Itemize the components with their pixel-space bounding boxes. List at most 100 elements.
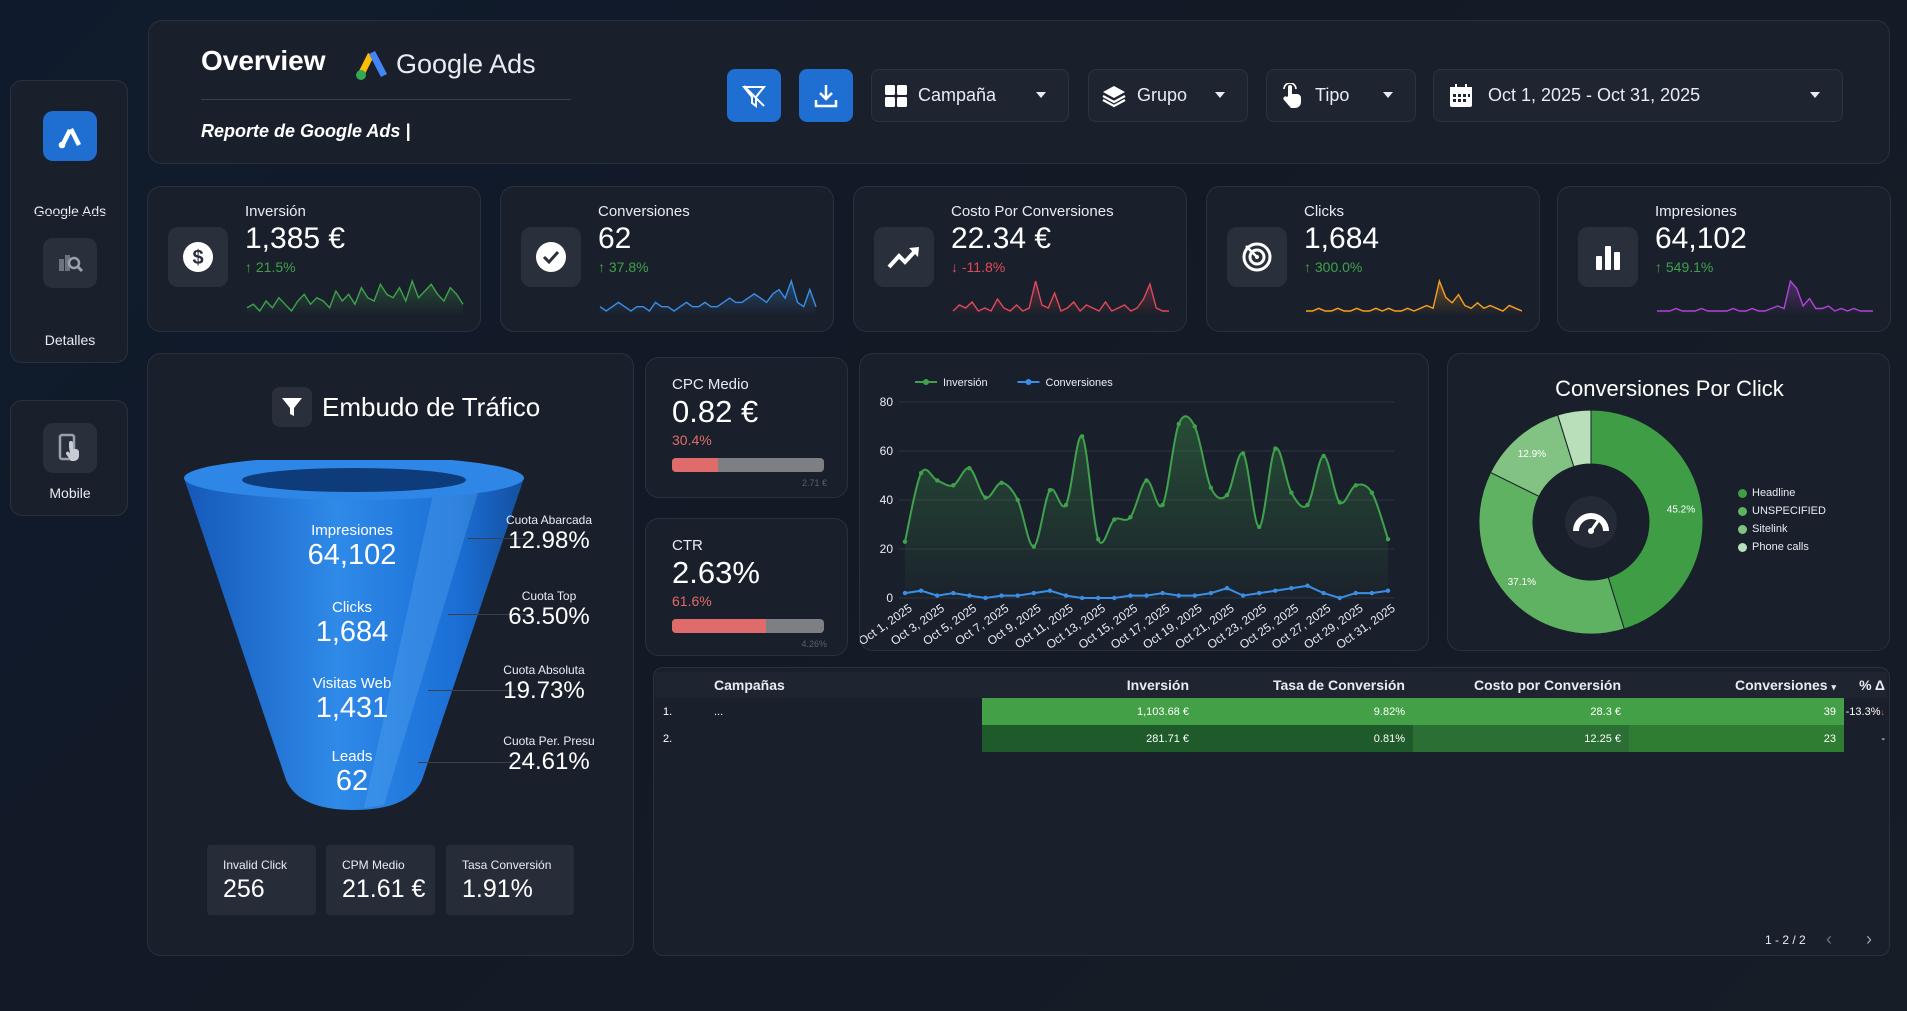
sidebar-item-label: Google Ads [33,203,107,219]
sidebar-item-label: Mobile [49,485,91,501]
gauge-icon [1573,504,1609,540]
data-point [1305,502,1310,508]
data-point [1160,590,1165,596]
y-tick-label: 20 [880,542,894,556]
data-point [1337,500,1342,505]
calendar-icon [1450,83,1472,107]
table-row[interactable]: 1. ... 1,103.68 € 9.82% 28.3 € 39 -13.3%… [655,698,1887,725]
legend-item[interactable]: Headline [1738,484,1826,502]
kpi-sparkline [599,278,817,315]
group-dropdown[interactable]: Grupo [1088,69,1248,122]
row-inversion: 1,103.68 € [982,698,1197,725]
ctr-label: CTR [672,537,703,554]
svg-text:$: $ [192,247,203,269]
kpi-label: Clicks [1304,203,1344,220]
row-costo: 12.25 € [1413,725,1629,752]
data-point [1224,586,1230,591]
data-point [951,590,956,596]
data-point [1047,588,1053,593]
data-point [967,593,972,598]
cpc-progress-bar [672,458,824,472]
sparkline-line [246,278,464,313]
data-point [1385,588,1391,593]
funnel-stage-impresiones: Impresiones 64,102 [307,522,397,571]
row-delta: -13.3%↓ [1845,705,1886,718]
data-point [1369,590,1375,596]
sparkline-area [1657,281,1873,315]
type-dropdown[interactable]: Tipo [1266,69,1416,122]
table-row[interactable]: 2. 281.71 € 0.81% 12.25 € 23 - [655,725,1887,752]
legend-marker [923,379,929,385]
data-point [1305,583,1310,588]
sort-desc-icon: ▾ [1831,682,1836,692]
ctr-bar-max: 4.26% [801,639,827,649]
data-point [1240,451,1246,456]
data-point [1112,595,1117,601]
donut-legend: Headline UNSPECIFIED Sitelink Phone calls [1738,484,1826,556]
legend-dot [1738,488,1747,498]
table-header-campanas[interactable]: Campañas [714,672,982,698]
table-header-costo[interactable]: Costo por Conversión [1413,672,1629,698]
data-point [1208,590,1214,596]
legend-item[interactable]: UNSPECIFIED [1738,502,1826,520]
sidebar-item-google-ads[interactable]: Google Ads [11,109,129,219]
campaign-dropdown[interactable]: Campaña [871,69,1069,122]
share-cuota-absoluta: Cuota Absoluta 19.73% [503,663,585,704]
kpi-value: 1,385 € [245,222,346,255]
chevron-down-icon [1036,92,1046,98]
y-tick-label: 80 [880,395,894,409]
donut-slice-label: 45.2% [1667,504,1695,515]
kpi-label: Impresiones [1655,203,1737,220]
legend-item[interactable]: Phone calls [1738,538,1826,556]
sparkline-area [953,281,1169,315]
donut-slice-label: 37.1% [1508,577,1536,588]
donut-center [1565,496,1617,548]
table-header-conversiones[interactable]: Conversiones ▾ [1629,672,1844,698]
ctr-value: 2.63% [672,555,760,590]
trend-up-icon [874,227,934,287]
kpi-value: 22.34 € [951,222,1052,255]
row-index: 2. [663,732,673,745]
kpi-sparkline [246,278,464,315]
data-point [1257,590,1262,596]
sparkline-area [1306,281,1522,315]
donut-slice-label: 12.9% [1518,449,1546,460]
funnel-stage-visitas-web: Visitas Web 1,431 [312,675,392,724]
share-cuota-abarcada: Cuota Abarcada 12.98% [505,513,593,554]
table-header-inversion[interactable]: Inversión [982,672,1197,698]
table-header-delta[interactable]: % Δ [1844,672,1887,698]
y-tick-label: 0 [886,591,893,605]
data-point [1369,490,1375,495]
data-point [1240,593,1246,598]
reset-filters-button[interactable] [727,69,781,122]
data-point [1160,502,1165,508]
date-range-dropdown[interactable]: Oct 1, 2025 - Oct 31, 2025 [1433,69,1843,122]
table-header-tasa[interactable]: Tasa de Conversión [1197,672,1413,698]
legend-dot [1738,542,1747,552]
sparkline-line [952,280,1169,313]
prev-page-button[interactable]: ‹ [1826,929,1832,949]
sparkline-line [599,278,817,312]
sidebar-item-mobile[interactable]: Mobile [11,421,129,511]
header-divider [201,99,571,100]
data-point [1176,593,1181,598]
data-point [1321,453,1326,459]
data-point [935,593,940,598]
row-conversiones: 23 [1629,725,1844,752]
sidebar-item-detalles[interactable]: Detalles [11,236,129,348]
kpi-sparkline [1657,279,1873,315]
arrow-down-icon: ↓ [1880,706,1886,717]
kpi-card-clicks: Clicks 1,684 ↑ 300.0% [1206,186,1540,332]
download-button[interactable] [799,69,853,122]
next-page-button[interactable]: › [1866,929,1872,949]
mini-tasa-conversion: Tasa Conversión 1.91% [446,845,574,915]
data-point [1144,593,1149,598]
legend-item[interactable]: Sitelink [1738,520,1826,538]
data-point [1176,421,1181,427]
kpi-value: 1,684 [1304,222,1380,255]
sidebar-mobile-group: Mobile [10,400,128,516]
row-campaign [714,725,982,752]
legend-label: Phone calls [1752,541,1809,553]
grid-icon [885,84,907,107]
funnel-stage-clicks: Clicks 1,684 [315,599,389,648]
